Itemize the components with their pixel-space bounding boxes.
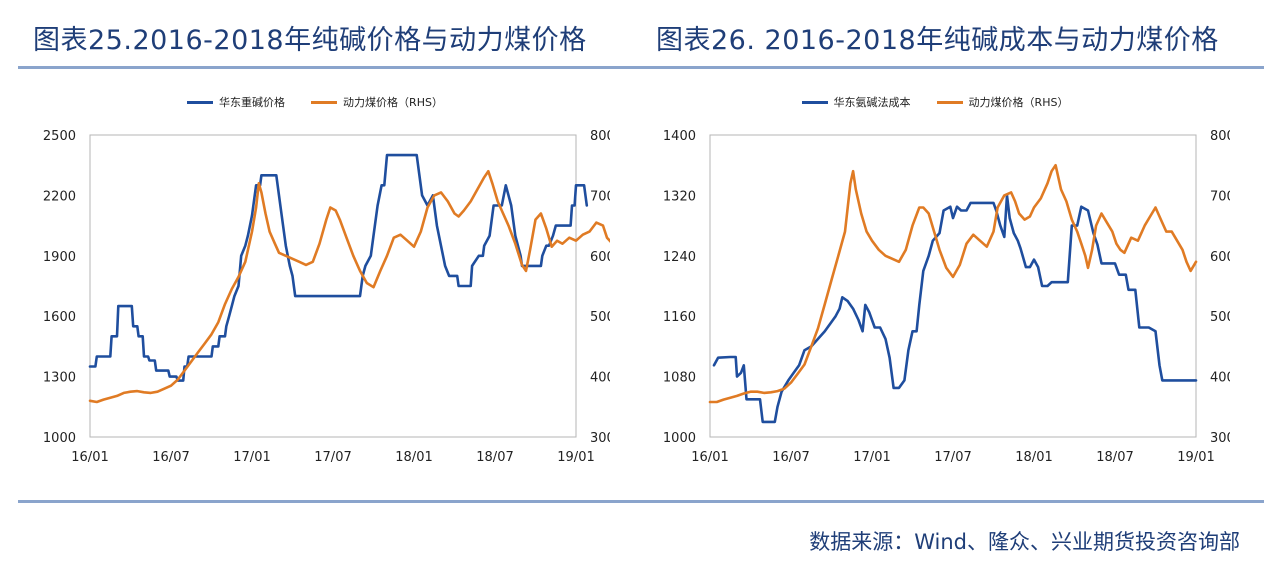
y-left-tick-label: 2500 bbox=[43, 129, 76, 144]
figure-25-title: 图表25.2016-2018年纯碱价格与动力煤价格 bbox=[33, 25, 587, 56]
y-right-tick-label: 400 bbox=[1210, 371, 1230, 386]
x-tick-label: 17/01 bbox=[853, 450, 890, 465]
y-left-tick-label: 1320 bbox=[663, 189, 696, 204]
x-tick-label: 18/01 bbox=[1015, 450, 1052, 465]
plot-frame bbox=[89, 134, 577, 438]
x-tick-label: 16/07 bbox=[772, 450, 809, 465]
y-right-tick-label: 700 bbox=[590, 189, 610, 204]
y-right-tick-label: 800 bbox=[590, 129, 610, 144]
y-left-tick-label: 1400 bbox=[663, 129, 696, 144]
x-tick-label: 16/07 bbox=[152, 450, 189, 465]
y-left-tick-label: 1160 bbox=[663, 310, 696, 325]
x-tick-label: 18/07 bbox=[1096, 450, 1133, 465]
chart-svg: 1000 1080 1160 1240 1320 1400 300 400 500 600 700 8… bbox=[663, 129, 1230, 465]
x-tick-label: 18/01 bbox=[395, 450, 432, 465]
top-divider bbox=[18, 66, 1264, 69]
series-line-soda-ash bbox=[712, 194, 1198, 424]
y-left-tick-label: 1900 bbox=[43, 250, 76, 265]
x-tick-label: 19/01 bbox=[1177, 450, 1214, 465]
y-right-tick-label: 700 bbox=[1210, 189, 1230, 204]
bottom-divider bbox=[18, 500, 1264, 503]
legend-item-orange: 动力煤价格（RHS） bbox=[311, 94, 443, 110]
y-left-tick-label: 1000 bbox=[43, 431, 76, 446]
figure-26-title: 图表26. 2016-2018年纯碱成本与动力煤价格 bbox=[656, 25, 1219, 56]
y-left-tick-label: 1080 bbox=[663, 371, 696, 386]
chart-legend: 华东氨碱法成本 动力煤价格（RHS） bbox=[640, 94, 1230, 110]
x-tick-label: 17/07 bbox=[934, 450, 971, 465]
legend-label-blue: 华东氨碱法成本 bbox=[833, 96, 911, 109]
x-tick-label: 18/07 bbox=[476, 450, 513, 465]
chart-legend: 华东重碱价格 动力煤价格（RHS） bbox=[20, 94, 610, 110]
y-left-tick-label: 2200 bbox=[43, 189, 76, 204]
legend-item-blue: 华东重碱价格 bbox=[187, 94, 285, 110]
y-left-tick-label: 1000 bbox=[663, 431, 696, 446]
y-right-tick-label: 500 bbox=[1210, 310, 1230, 325]
x-tick-label: 19/01 bbox=[557, 450, 594, 465]
y-right-tick-label: 300 bbox=[1210, 431, 1230, 446]
y-right-tick-label: 500 bbox=[590, 310, 610, 325]
plot-frame bbox=[709, 134, 1197, 438]
y-left-tick-label: 1300 bbox=[43, 371, 76, 386]
x-tick-label: 17/01 bbox=[233, 450, 270, 465]
chart-panel-right: 华东氨碱法成本 动力煤价格（RHS） 1000 1080 1160 1240 1320 1… bbox=[640, 80, 1230, 480]
data-source-note: 数据来源：Wind、隆众、兴业期货投资咨询部 bbox=[809, 530, 1240, 554]
y-right-tick-label: 600 bbox=[590, 250, 610, 265]
legend-label-orange: 动力煤价格（RHS） bbox=[968, 96, 1069, 109]
legend-label-orange: 动力煤价格（RHS） bbox=[343, 96, 443, 109]
chart-svg: 1000 1300 1600 1900 2200 2500 300 400 500 600 700 8… bbox=[43, 129, 610, 465]
legend-label-blue: 华东重碱价格 bbox=[219, 96, 286, 109]
legend-swatch-blue bbox=[801, 100, 828, 104]
series-line-coal-price bbox=[88, 169, 610, 404]
y-right-tick-label: 300 bbox=[590, 431, 610, 446]
y-right-tick-label: 400 bbox=[590, 371, 610, 386]
x-tick-label: 17/07 bbox=[314, 450, 351, 465]
series-line-coal-price bbox=[708, 163, 1198, 404]
x-tick-label: 16/01 bbox=[71, 450, 108, 465]
legend-item-orange: 动力煤价格（RHS） bbox=[936, 94, 1069, 110]
chart-panel-left: 华东重碱价格 动力煤价格（RHS） 1000 1300 1600 1900 2200 25… bbox=[20, 80, 610, 480]
y-right-tick-label: 600 bbox=[1210, 250, 1230, 265]
x-tick-label: 16/01 bbox=[691, 450, 728, 465]
legend-swatch-orange bbox=[936, 100, 963, 104]
y-left-tick-label: 1240 bbox=[663, 250, 696, 265]
y-left-tick-label: 1600 bbox=[43, 310, 76, 325]
legend-swatch-orange bbox=[311, 100, 338, 104]
y-right-tick-label: 800 bbox=[1210, 129, 1230, 144]
series-line-soda-ash bbox=[88, 153, 589, 382]
legend-swatch-blue bbox=[187, 100, 214, 104]
legend-item-blue: 华东氨碱法成本 bbox=[801, 94, 911, 110]
